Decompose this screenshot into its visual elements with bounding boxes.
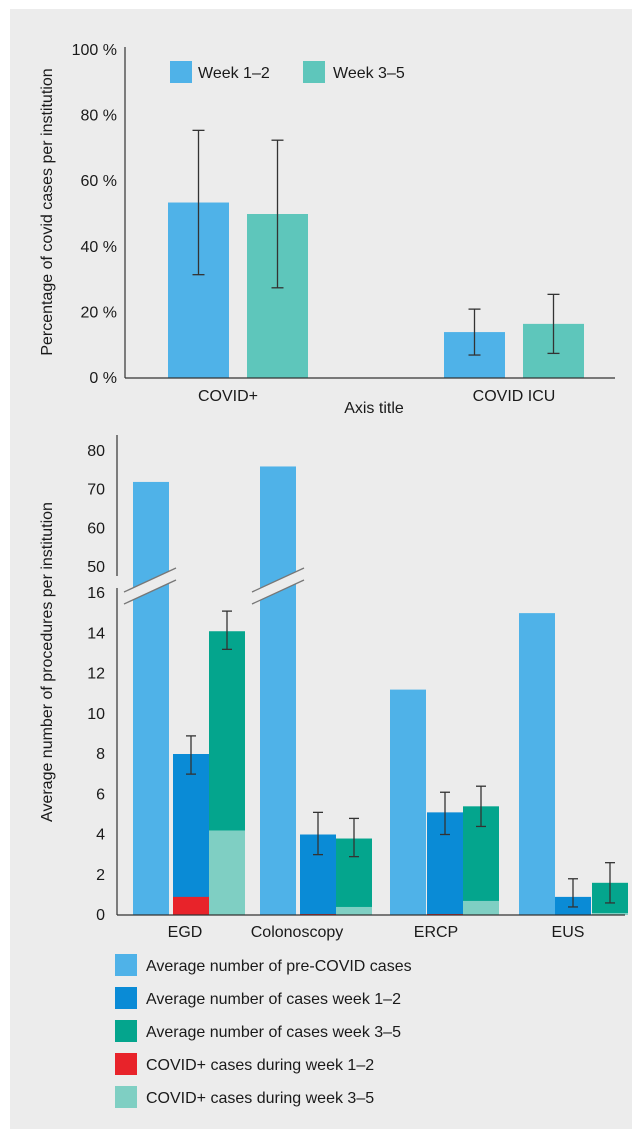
axis-break-mid-gap — [252, 568, 304, 604]
bottom-x-tick-egd: EGD — [168, 924, 203, 941]
bar-pre-covid-0 — [133, 481, 169, 915]
figure-panel — [10, 9, 632, 1129]
top-y-tick-1: 20 % — [81, 304, 117, 321]
legend-swatch-4 — [115, 1086, 137, 1108]
bar-covid-week35-2 — [463, 900, 499, 915]
legend-label-week-3-5: Week 3–5 — [333, 65, 405, 82]
bottom-y-tick-lower-8: 16 — [87, 585, 105, 602]
bar-covid-week35-3 — [592, 912, 628, 915]
top-y-tick-3: 60 % — [81, 173, 117, 190]
top-y-axis-title: Percentage of covid cases per institutio… — [39, 68, 56, 355]
axis-break-mid-line-bottom — [251, 579, 305, 605]
axis-break-left-line-top — [123, 567, 177, 593]
bottom-x-tick-colonoscopy: Colonoscopy — [251, 924, 344, 941]
bottom-y-tick-lower-7: 14 — [87, 625, 105, 642]
top-x-tick-0: COVID+ — [198, 388, 258, 405]
bottom-y-axis-title: Average number of procedures per institu… — [39, 502, 56, 822]
axis-break-left-gap — [124, 568, 176, 604]
legend-swatch-0 — [115, 954, 137, 976]
bottom-chart: 0 2 4 6 8 10 12 14 16 50 60 70 80 EGD Colonoscopy ER… — [39, 435, 628, 1108]
top-x-axis-title: Axis title — [344, 400, 404, 417]
bottom-y-tick-upper-3: 80 — [87, 443, 105, 460]
bottom-y-tick-lower-4: 8 — [96, 746, 105, 763]
bottom-y-tick-lower-2: 4 — [96, 827, 105, 844]
legend-label-1: Average number of cases week 1–2 — [146, 991, 401, 1008]
legend-label-week-1-2: Week 1–2 — [198, 65, 270, 82]
top-y-tick-5: 100 % — [72, 42, 117, 59]
bottom-y-tick-lower-1: 2 — [96, 867, 105, 884]
legend-swatch-1 — [115, 987, 137, 1009]
top-y-tick-2: 40 % — [81, 239, 117, 256]
bar-covid-week12-0 — [173, 896, 209, 915]
top-y-ticks: 0 % 20 % 40 % 60 % 80 % 100 % — [72, 42, 117, 387]
legend-swatch-2 — [115, 1020, 137, 1042]
top-bars — [168, 129, 584, 378]
axis-break-marks — [111, 567, 305, 605]
legend-label-2: Average number of cases week 3–5 — [146, 1024, 401, 1041]
bottom-y-tick-lower-6: 12 — [87, 666, 105, 683]
axis-break-yaxis-gap — [111, 576, 123, 588]
top-legend: Week 1–2 Week 3–5 — [170, 61, 405, 83]
axis-break-mid-line-top — [251, 567, 305, 593]
top-y-tick-0: 0 % — [89, 370, 117, 387]
bar-week12-0 — [173, 754, 209, 915]
legend-swatch-week-1-2 — [170, 61, 192, 83]
bottom-x-tick-ercp: ERCP — [414, 924, 458, 941]
legend-swatch-3 — [115, 1053, 137, 1075]
bottom-y-tick-lower-5: 10 — [87, 706, 105, 723]
bar-covid-week35-1 — [336, 906, 372, 915]
bottom-legend: Average number of pre-COVID cases Average… — [115, 954, 412, 1108]
legend-swatch-week-3-5 — [303, 61, 325, 83]
bar-pre-covid-3 — [519, 613, 555, 915]
bottom-x-tick-eus: EUS — [552, 924, 585, 941]
bottom-bars — [133, 466, 628, 915]
bottom-y-tick-lower-3: 6 — [96, 786, 105, 803]
bottom-y-ticks: 0 2 4 6 8 10 12 14 16 50 60 70 80 — [87, 443, 105, 924]
bottom-y-tick-lower-0: 0 — [96, 907, 105, 924]
legend-label-0: Average number of pre-COVID cases — [146, 958, 412, 975]
bottom-y-tick-upper-2: 70 — [87, 482, 105, 499]
top-y-tick-4: 80 % — [81, 108, 117, 125]
top-chart: 0 % 20 % 40 % 60 % 80 % 100 % COVID+ COVID IC… — [39, 42, 615, 417]
bar-pre-covid-2 — [390, 689, 426, 915]
bottom-y-tick-upper-0: 50 — [87, 559, 105, 576]
bottom-y-tick-upper-1: 60 — [87, 520, 105, 537]
top-x-tick-1: COVID ICU — [473, 388, 556, 405]
bar-pre-covid-1 — [260, 466, 296, 915]
legend-label-4: COVID+ cases during week 3–5 — [146, 1090, 374, 1107]
legend-label-3: COVID+ cases during week 1–2 — [146, 1057, 374, 1074]
axis-break-left-line-bottom — [123, 579, 177, 605]
bar-covid-week35-0 — [209, 830, 245, 915]
